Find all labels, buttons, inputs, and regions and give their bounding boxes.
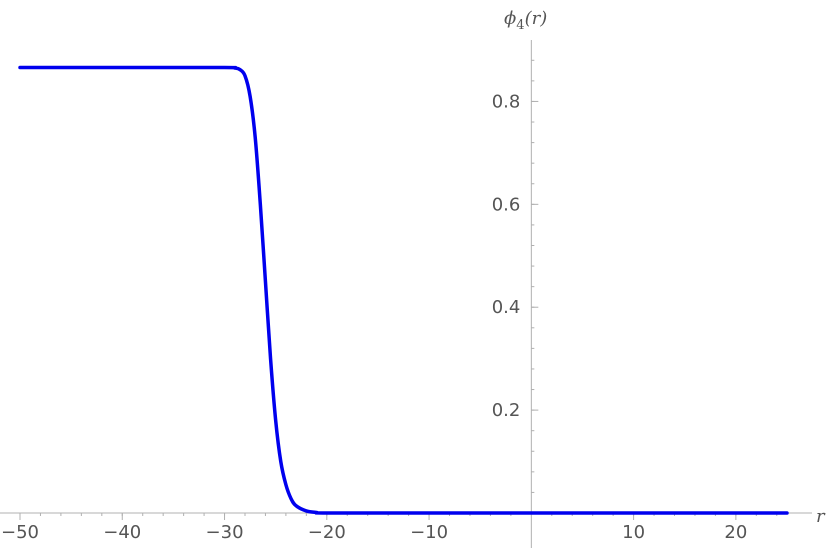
series-layer — [18, 65, 789, 515]
x-tick-label: −50 — [1, 522, 39, 543]
y-tick-label: 0.6 — [492, 194, 521, 215]
series-line — [18, 65, 789, 515]
y-axis-label: ϕ4(r) — [504, 8, 547, 33]
y-tick-label: 0.2 — [492, 400, 521, 421]
y-tick-label: 0.8 — [492, 91, 521, 112]
y-axis-label-arg: (r) — [525, 8, 548, 29]
x-tick-label: −10 — [410, 522, 448, 543]
y-tick-label: 0.4 — [492, 297, 521, 318]
x-tick-label: −30 — [206, 522, 244, 543]
x-tick-label: −20 — [308, 522, 346, 543]
x-axis-label: r — [816, 506, 826, 527]
axes: −50 −40 −30 −20 −10 10 20 0.2 0.4 0.6 0.8 — [0, 40, 812, 548]
x-tick-label: −40 — [103, 522, 141, 543]
x-tick-label: 10 — [622, 522, 645, 543]
y-axis-label-main: ϕ — [504, 8, 516, 29]
y-axis-label-sub: 4 — [516, 18, 524, 33]
x-tick-label: 20 — [724, 522, 747, 543]
axis-labels: r ϕ4(r) — [504, 8, 826, 527]
